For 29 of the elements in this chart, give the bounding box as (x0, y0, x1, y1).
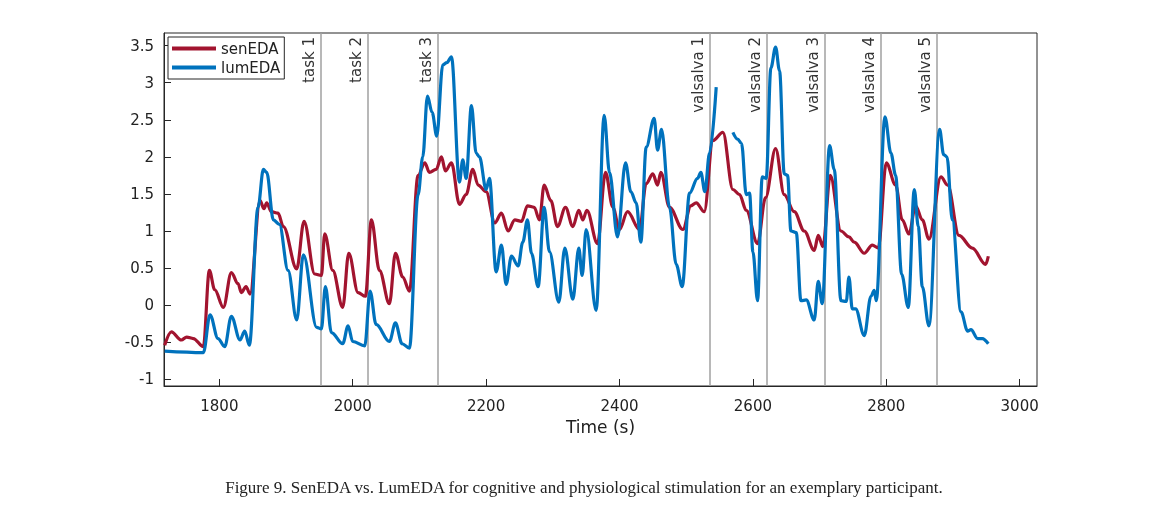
y-tick-label: 0 (144, 296, 154, 315)
y-tick-label: -0.5 (124, 333, 154, 352)
ref-line-label: valsalva 1 (689, 37, 708, 113)
caption: Figure 9. SenEDA vs. LumEDA for cognitive and physiological stimulation for an exemplary participant. (224, 478, 944, 498)
y-tick-label: 0.5 (130, 259, 154, 278)
x-tick-label: 2400 (600, 396, 639, 415)
x-tick-label: 2800 (867, 396, 906, 415)
ref-line-label: valsalva 3 (803, 37, 822, 113)
x-tick-label: 2200 (467, 396, 506, 415)
ref-line-label: valsalva 2 (746, 37, 765, 113)
x-tick-label: 1800 (200, 396, 239, 415)
y-tick-label: 2 (144, 147, 154, 166)
y-tick-label: -1 (139, 370, 154, 389)
ref-line-label: valsalva 5 (916, 37, 935, 113)
ref-line-label: task 1 (300, 37, 319, 83)
ref-line-label: task 2 (346, 37, 365, 83)
legend-label: senEDA (221, 39, 280, 58)
y-tick-label: 2.5 (130, 110, 154, 129)
y-tick-label: 3 (144, 73, 154, 92)
ref-line-label: valsalva 4 (860, 37, 879, 113)
y-tick-label: 1.5 (130, 184, 154, 203)
y-tick-label: 3.5 (130, 36, 154, 55)
ref-line-label: task 3 (416, 37, 435, 83)
x-axis-title: Time (s) (564, 416, 636, 437)
x-tick-label: 2000 (333, 396, 372, 415)
y-tick-label: 1 (144, 222, 154, 241)
x-tick-label: 2600 (733, 396, 772, 415)
legend-label: lumEDA (221, 58, 282, 77)
x-tick-label: 3000 (1000, 396, 1039, 415)
